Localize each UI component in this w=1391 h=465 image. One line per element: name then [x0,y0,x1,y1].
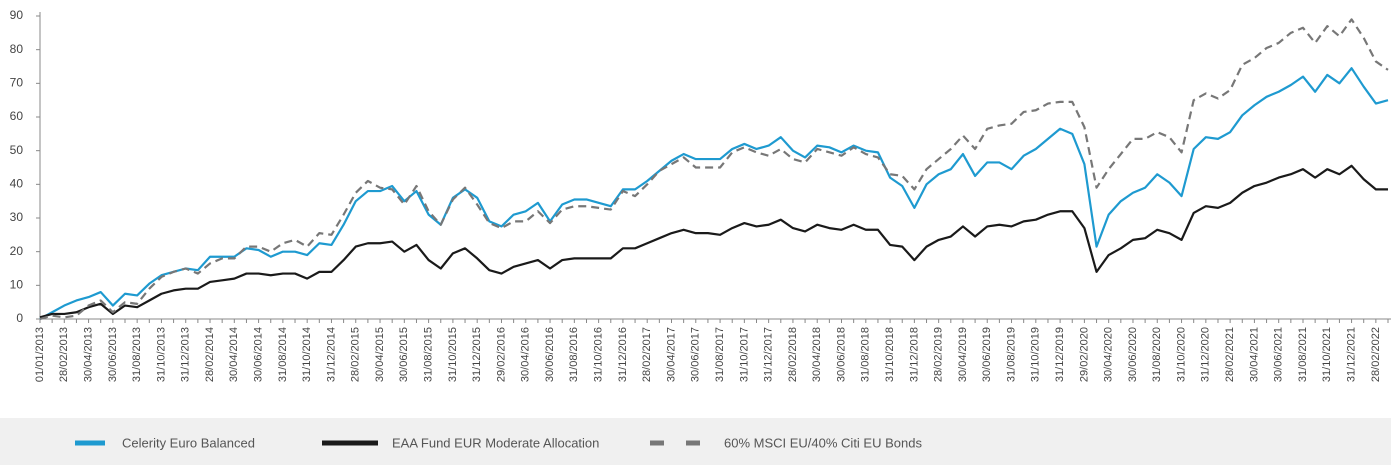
x-tick-label: 31/12/2016 [617,327,629,382]
legend-label: Celerity Euro Balanced [122,435,255,450]
y-tick-label: 0 [16,311,23,325]
x-tick-label: 30/04/2020 [1103,327,1115,382]
x-tick-label: 30/06/2015 [398,327,410,382]
x-tick-label: 31/08/2015 [423,327,435,382]
x-tick-label: 30/04/2021 [1248,327,1260,382]
x-tick-label: 31/10/2018 [884,327,896,382]
x-tick-label: 28/02/2022 [1370,327,1382,382]
x-tick-label: 30/06/2021 [1273,327,1285,382]
x-tick-label: 30/04/2015 [374,327,386,382]
x-tick-label: 30/06/2016 [544,327,556,382]
y-tick-label: 50 [10,143,24,157]
x-tick-label: 30/04/2019 [957,327,969,382]
x-tick-label: 31/08/2018 [860,327,872,382]
x-tick-label: 31/12/2018 [908,327,920,382]
x-tick-label: 31/12/2019 [1054,327,1066,382]
x-tick-label: 30/04/2014 [228,327,240,382]
x-tick-label: 30/06/2014 [253,327,265,382]
y-tick-label: 60 [10,109,24,123]
x-tick-label: 31/10/2021 [1321,327,1333,382]
legend-label: EAA Fund EUR Moderate Allocation [392,435,599,450]
x-tick-label: 31/12/2014 [325,327,337,382]
y-tick-label: 80 [10,42,24,56]
x-tick-label: 31/08/2019 [1005,327,1017,382]
y-tick-label: 70 [10,76,24,90]
x-tick-label: 30/06/2017 [690,327,702,382]
series-line [39,67,1389,320]
x-tick-label: 29/02/2020 [1078,327,1090,382]
x-tick-label: 30/04/2016 [520,327,532,382]
x-tick-label: 28/02/2015 [350,327,362,382]
x-tick-label: 31/08/2021 [1297,327,1309,382]
x-tick-label: 31/12/2021 [1345,327,1357,382]
x-tick-label: 31/08/2013 [131,327,143,382]
series-line [39,18,1389,321]
y-tick-label: 90 [10,8,24,22]
x-tick-label: 30/06/2013 [107,327,119,382]
x-tick-label: 31/08/2020 [1151,327,1163,382]
x-tick-label: 31/10/2017 [738,327,750,382]
x-tick-label: 28/02/2013 [58,327,70,382]
x-tick-label: 31/12/2020 [1200,327,1212,382]
x-tick-label: 28/02/2021 [1224,327,1236,382]
x-tick-label: 31/10/2016 [593,327,605,382]
x-tick-label: 29/02/2016 [495,327,507,382]
x-tick-label: 30/04/2017 [665,327,677,382]
legend-label: 60% MSCI EU/40% Citi EU Bonds [724,435,922,450]
x-tick-label: 30/04/2018 [811,327,823,382]
x-tick-label: 28/02/2018 [787,327,799,382]
x-tick-label: 01/01/2013 [34,327,46,382]
x-tick-label: 31/08/2017 [714,327,726,382]
x-tick-label: 31/10/2015 [447,327,459,382]
y-tick-label: 20 [10,244,24,258]
y-tick-label: 30 [10,210,24,224]
x-tick-label: 31/08/2016 [568,327,580,382]
x-tick-label: 28/02/2014 [204,327,216,382]
x-tick-label: 31/10/2013 [155,327,167,382]
series-line [39,164,1388,319]
x-tick-label: 30/04/2013 [82,327,94,382]
y-tick-label: 40 [10,177,24,191]
x-tick-label: 30/06/2020 [1127,327,1139,382]
x-tick-label: 31/12/2013 [180,327,192,382]
x-tick-label: 31/10/2020 [1175,327,1187,382]
x-tick-label: 31/12/2015 [471,327,483,382]
x-tick-label: 31/08/2014 [277,327,289,382]
x-tick-label: 28/02/2019 [933,327,945,382]
x-tick-label: 30/06/2019 [981,327,993,382]
x-tick-label: 28/02/2017 [641,327,653,382]
y-tick-label: 10 [10,278,24,292]
x-tick-label: 31/10/2014 [301,327,313,382]
x-tick-label: 31/12/2017 [763,327,775,382]
x-tick-label: 30/06/2018 [835,327,847,382]
x-tick-label: 31/10/2019 [1030,327,1042,382]
